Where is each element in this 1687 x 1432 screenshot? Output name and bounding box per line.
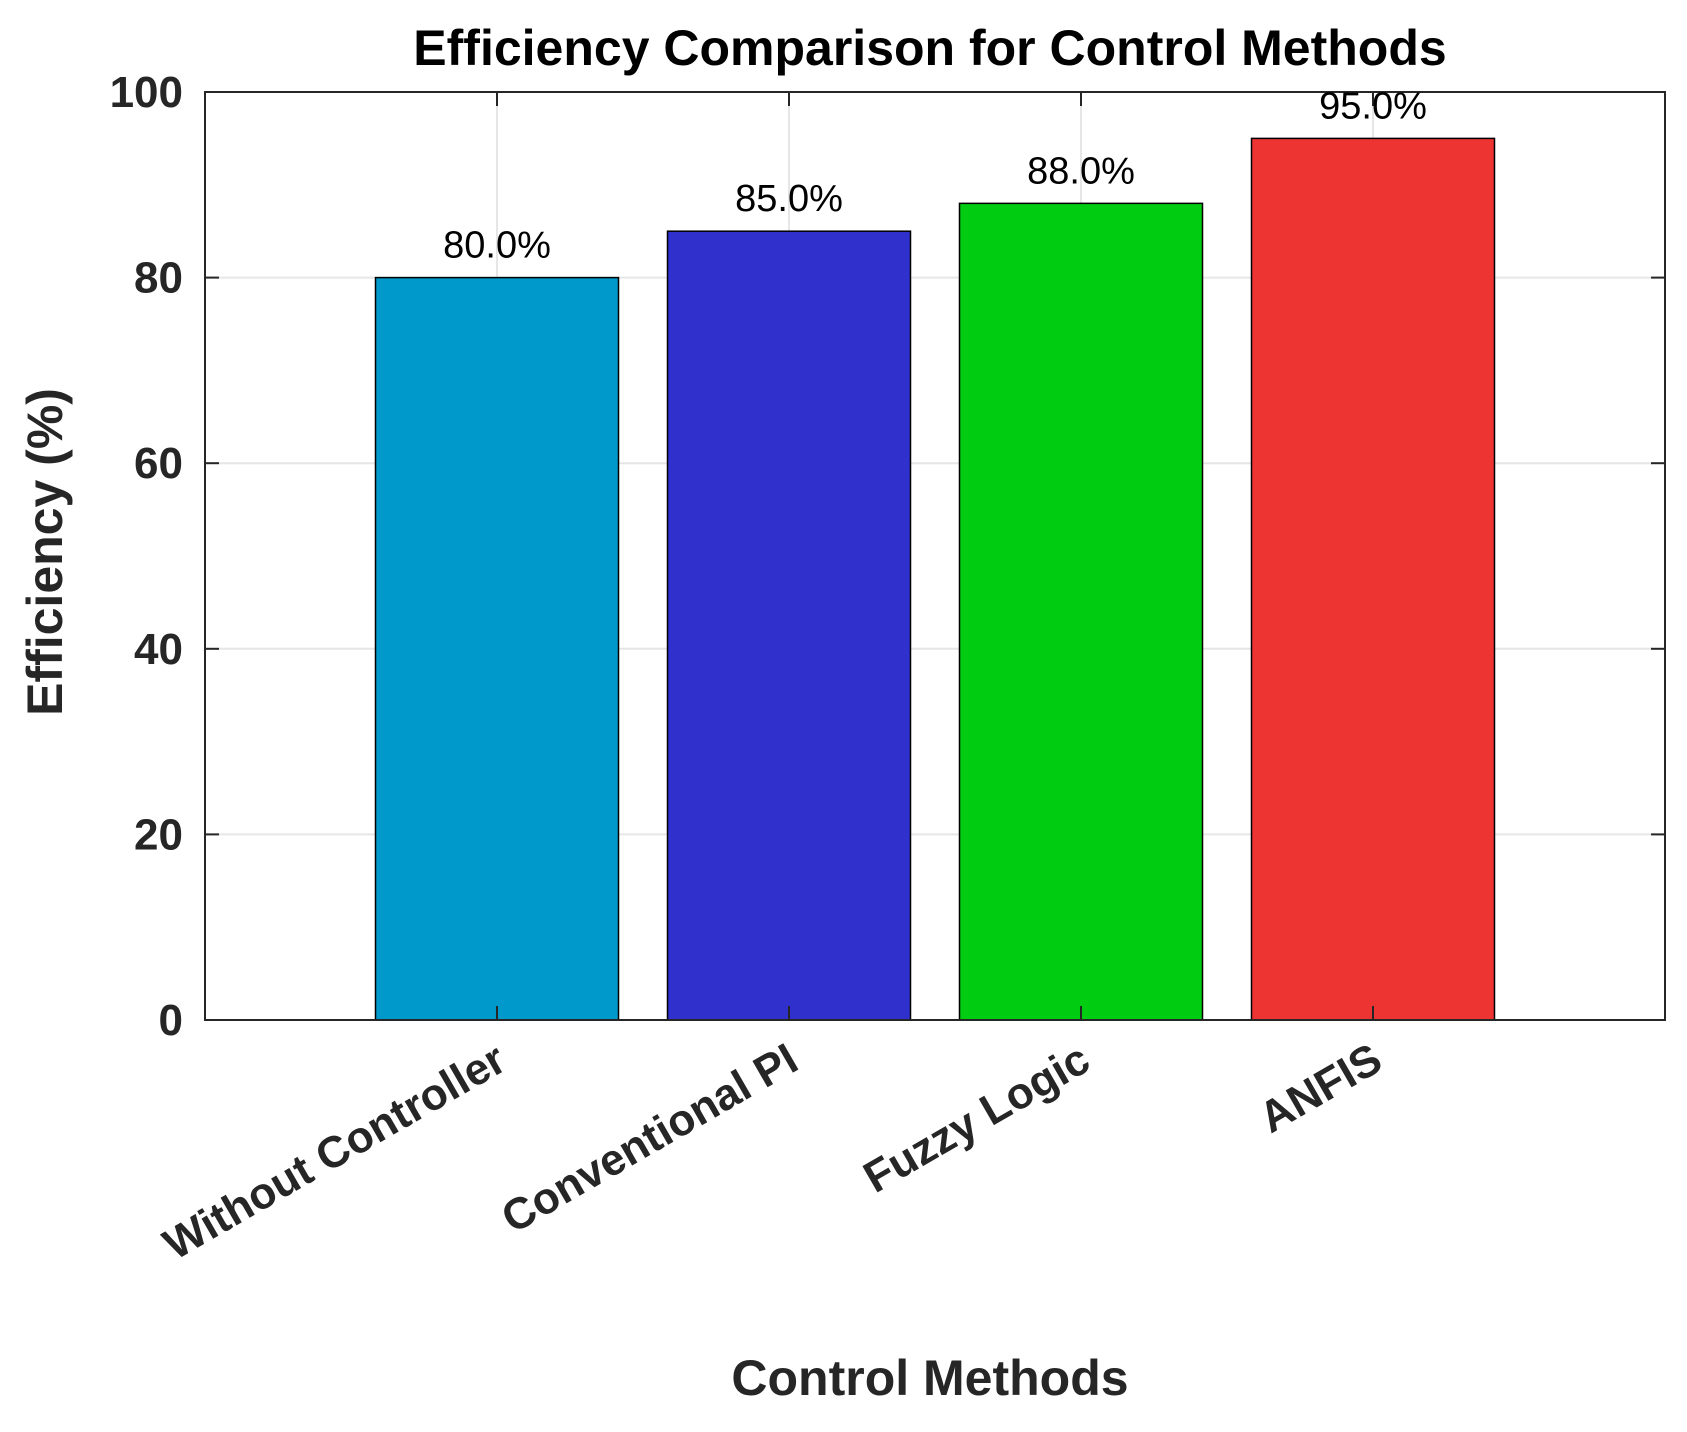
- bar: [958, 202, 1204, 1021]
- data-label: 88.0%: [1027, 150, 1135, 192]
- x-axis-title: Control Methods: [731, 1350, 1128, 1406]
- y-tick-label: 100: [110, 68, 183, 117]
- data-label: 95.0%: [1319, 85, 1427, 127]
- bar: [1250, 137, 1496, 1021]
- plot-frame: [204, 91, 1666, 1021]
- bar: [666, 230, 912, 1021]
- bars: [374, 137, 1496, 1021]
- y-axis-title: Efficiency (%): [17, 388, 73, 716]
- y-tick-label: 0: [159, 996, 183, 1045]
- y-tick-label: 80: [134, 254, 183, 303]
- data-label: 80.0%: [443, 225, 551, 267]
- y-tick-label: 40: [134, 625, 183, 674]
- y-tick-label: 20: [134, 810, 183, 859]
- chart-title: Efficiency Comparison for Control Method…: [413, 20, 1446, 76]
- y-tick-label: 60: [134, 439, 183, 488]
- bar: [374, 276, 620, 1021]
- axes: [204, 91, 1666, 1021]
- data-label: 85.0%: [735, 178, 843, 220]
